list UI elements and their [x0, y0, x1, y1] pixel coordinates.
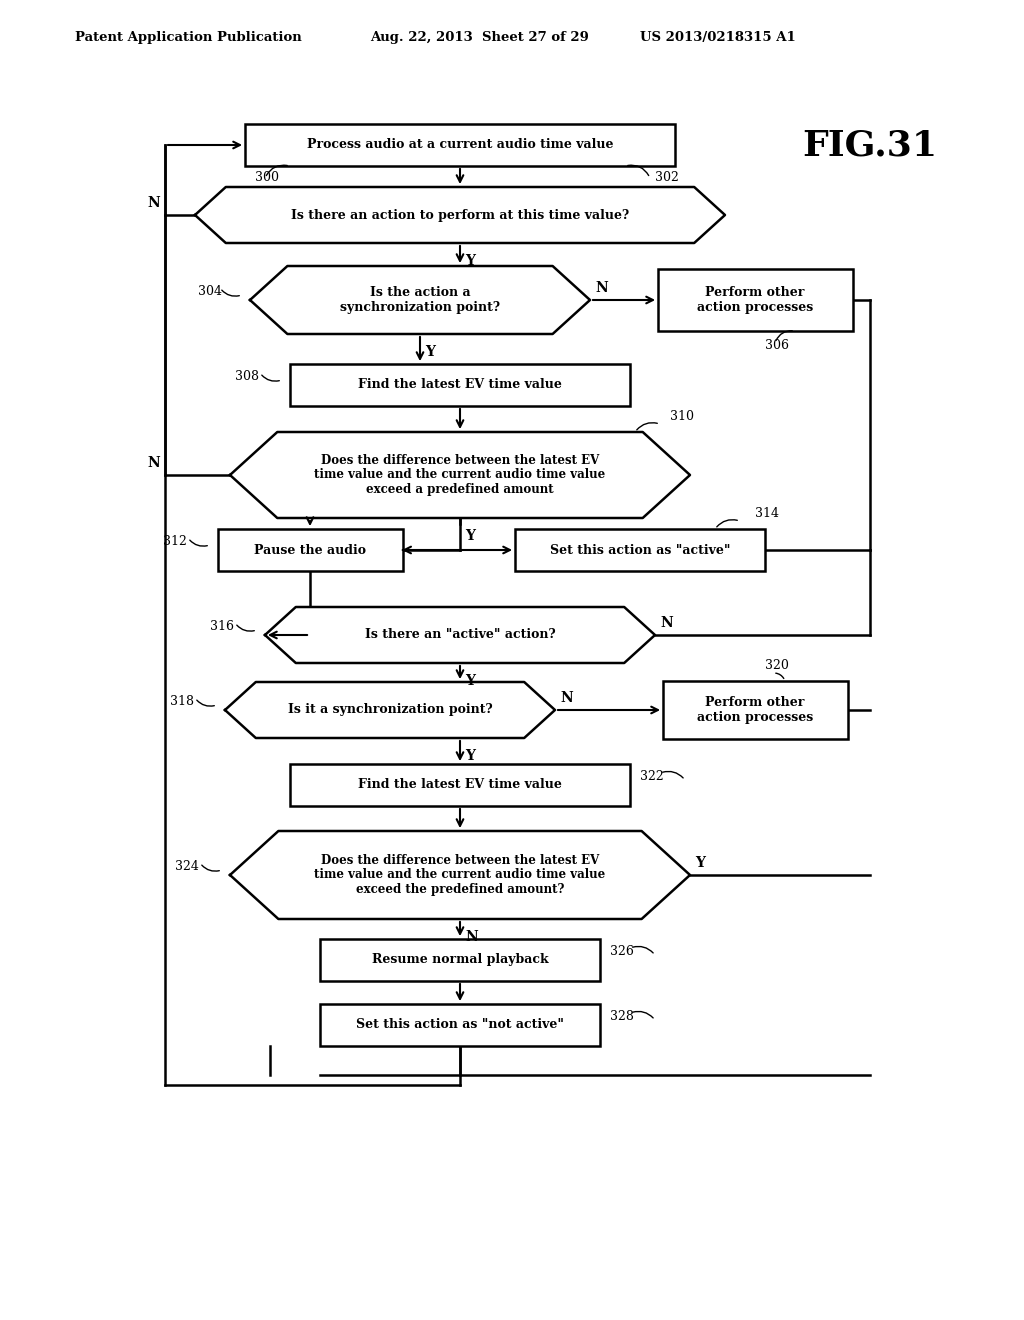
FancyBboxPatch shape	[657, 269, 853, 331]
Text: Patent Application Publication: Patent Application Publication	[75, 30, 302, 44]
Text: 308: 308	[234, 370, 259, 383]
Text: Set this action as "not active": Set this action as "not active"	[356, 1019, 564, 1031]
Text: 316: 316	[210, 620, 234, 634]
Polygon shape	[230, 832, 690, 919]
Text: Is there an action to perform at this time value?: Is there an action to perform at this ti…	[291, 209, 629, 222]
FancyBboxPatch shape	[290, 364, 630, 407]
Text: 300: 300	[255, 172, 279, 183]
FancyBboxPatch shape	[245, 124, 675, 166]
Polygon shape	[265, 607, 655, 663]
Text: 322: 322	[640, 770, 664, 783]
Text: FIG.31: FIG.31	[803, 128, 938, 162]
FancyBboxPatch shape	[217, 529, 402, 572]
Text: Resume normal playback: Resume normal playback	[372, 953, 548, 966]
Text: N: N	[147, 455, 160, 470]
FancyBboxPatch shape	[515, 529, 765, 572]
Polygon shape	[225, 682, 555, 738]
Text: Y: Y	[695, 855, 705, 870]
Text: N: N	[560, 690, 572, 705]
Text: US 2013/0218315 A1: US 2013/0218315 A1	[640, 30, 796, 44]
Polygon shape	[250, 267, 590, 334]
FancyBboxPatch shape	[319, 1005, 600, 1045]
Text: 312: 312	[163, 535, 186, 548]
Text: Does the difference between the latest EV
time value and the current audio time : Does the difference between the latest E…	[314, 854, 605, 896]
FancyBboxPatch shape	[290, 764, 630, 807]
Text: Is the action a
synchronization point?: Is the action a synchronization point?	[340, 286, 500, 314]
Text: Pause the audio: Pause the audio	[254, 544, 366, 557]
Text: 320: 320	[765, 659, 788, 672]
Text: N: N	[595, 281, 608, 294]
FancyBboxPatch shape	[663, 681, 848, 739]
Text: Set this action as "active": Set this action as "active"	[550, 544, 730, 557]
Text: 318: 318	[170, 696, 194, 708]
Text: Find the latest EV time value: Find the latest EV time value	[358, 779, 562, 792]
Text: Y: Y	[465, 529, 475, 543]
Text: 328: 328	[610, 1010, 634, 1023]
Text: 314: 314	[755, 507, 779, 520]
FancyBboxPatch shape	[319, 939, 600, 981]
Polygon shape	[195, 187, 725, 243]
Text: Aug. 22, 2013  Sheet 27 of 29: Aug. 22, 2013 Sheet 27 of 29	[370, 30, 589, 44]
Text: N: N	[465, 931, 478, 944]
Text: 302: 302	[655, 172, 679, 183]
Text: Y: Y	[465, 748, 475, 763]
Text: 306: 306	[765, 339, 790, 352]
Text: Y: Y	[465, 675, 475, 688]
Text: 310: 310	[670, 411, 694, 422]
Text: 324: 324	[175, 861, 199, 873]
Text: N: N	[147, 195, 160, 210]
Text: Find the latest EV time value: Find the latest EV time value	[358, 379, 562, 392]
Text: Perform other
action processes: Perform other action processes	[697, 696, 813, 723]
Text: 326: 326	[610, 945, 634, 958]
Polygon shape	[230, 432, 690, 517]
Text: Y: Y	[465, 253, 475, 268]
Text: Y: Y	[425, 345, 435, 359]
Text: Perform other
action processes: Perform other action processes	[697, 286, 813, 314]
Text: Process audio at a current audio time value: Process audio at a current audio time va…	[307, 139, 613, 152]
Text: 304: 304	[198, 285, 222, 298]
Text: Is it a synchronization point?: Is it a synchronization point?	[288, 704, 493, 717]
Text: N: N	[660, 616, 673, 630]
Text: Is there an "active" action?: Is there an "active" action?	[365, 628, 555, 642]
Text: Does the difference between the latest EV
time value and the current audio time : Does the difference between the latest E…	[314, 454, 605, 496]
